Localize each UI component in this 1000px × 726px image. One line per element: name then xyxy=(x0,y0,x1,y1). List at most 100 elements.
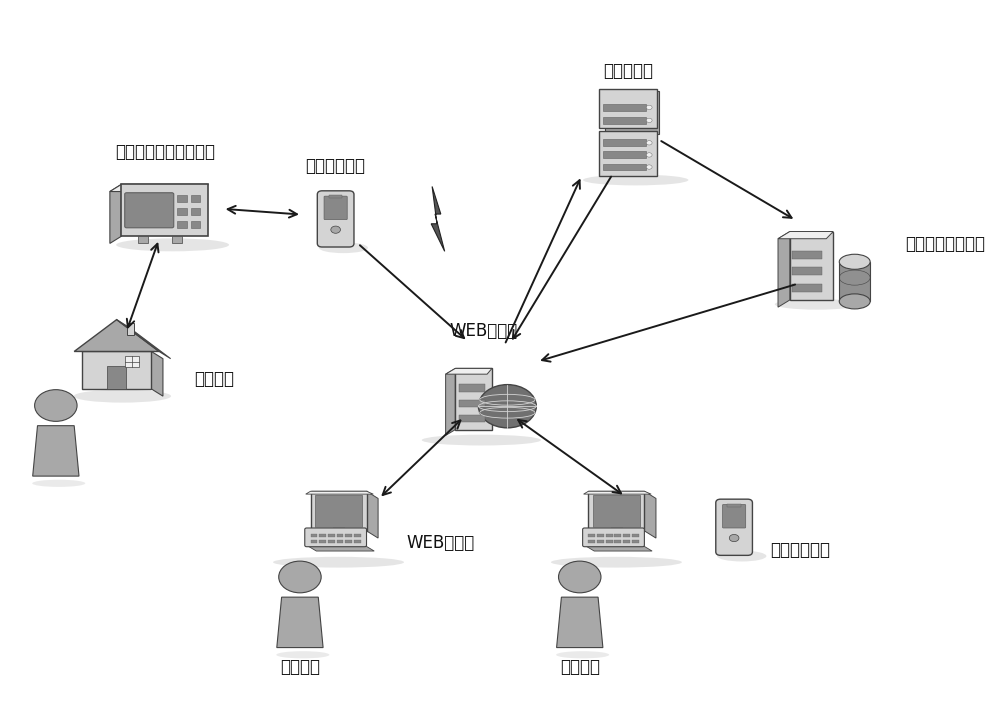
Polygon shape xyxy=(307,545,374,551)
Bar xyxy=(603,117,646,124)
Bar xyxy=(321,537,356,541)
Bar xyxy=(311,539,317,543)
Polygon shape xyxy=(277,597,323,648)
Bar xyxy=(611,526,622,539)
Bar xyxy=(614,534,621,537)
Bar xyxy=(328,539,335,543)
Bar xyxy=(597,539,604,543)
Bar xyxy=(319,534,326,537)
FancyBboxPatch shape xyxy=(588,492,644,531)
Bar xyxy=(177,221,187,229)
Circle shape xyxy=(646,141,652,145)
Bar xyxy=(177,195,187,203)
Ellipse shape xyxy=(583,175,688,185)
Bar xyxy=(107,367,126,389)
Bar xyxy=(191,195,200,203)
Polygon shape xyxy=(110,184,121,243)
Polygon shape xyxy=(446,368,455,436)
Bar xyxy=(345,534,352,537)
Bar xyxy=(632,539,639,543)
Bar xyxy=(588,539,595,543)
Bar xyxy=(614,539,621,543)
FancyBboxPatch shape xyxy=(790,232,833,300)
Bar xyxy=(172,236,182,243)
Circle shape xyxy=(729,534,739,542)
Text: 故障现场: 故障现场 xyxy=(194,370,234,388)
Polygon shape xyxy=(778,232,790,307)
Circle shape xyxy=(559,561,601,593)
Ellipse shape xyxy=(775,299,859,310)
Ellipse shape xyxy=(319,242,368,253)
Bar xyxy=(459,384,485,391)
Polygon shape xyxy=(584,492,651,494)
Ellipse shape xyxy=(839,294,870,309)
Bar xyxy=(328,534,335,537)
Ellipse shape xyxy=(32,480,85,487)
Text: 故障排查手持测试终端: 故障排查手持测试终端 xyxy=(115,143,215,161)
Bar xyxy=(792,267,822,275)
Bar xyxy=(623,534,630,537)
Polygon shape xyxy=(446,368,492,374)
Bar xyxy=(191,208,200,216)
Circle shape xyxy=(646,105,652,110)
Polygon shape xyxy=(644,492,656,538)
Bar xyxy=(333,526,344,539)
FancyBboxPatch shape xyxy=(593,495,640,527)
FancyBboxPatch shape xyxy=(455,368,492,430)
Circle shape xyxy=(646,165,652,169)
Ellipse shape xyxy=(556,651,609,658)
FancyBboxPatch shape xyxy=(723,505,746,528)
Bar xyxy=(839,262,870,301)
FancyBboxPatch shape xyxy=(599,89,657,128)
Ellipse shape xyxy=(717,551,766,561)
Polygon shape xyxy=(585,545,652,551)
Bar xyxy=(727,504,741,507)
Bar xyxy=(337,534,343,537)
Bar xyxy=(459,415,485,423)
FancyBboxPatch shape xyxy=(583,528,644,547)
Polygon shape xyxy=(306,492,373,494)
FancyBboxPatch shape xyxy=(305,528,367,547)
Polygon shape xyxy=(151,351,163,396)
FancyBboxPatch shape xyxy=(599,131,657,176)
Polygon shape xyxy=(110,184,208,192)
Polygon shape xyxy=(33,425,79,476)
Text: 运维人员: 运维人员 xyxy=(280,658,320,676)
Bar xyxy=(345,539,352,543)
Circle shape xyxy=(646,152,652,157)
Text: 第二移动终端: 第二移动终端 xyxy=(770,542,830,559)
Circle shape xyxy=(646,118,652,123)
Text: 在线专家: 在线专家 xyxy=(560,658,600,676)
Ellipse shape xyxy=(74,390,171,403)
Bar xyxy=(792,250,822,259)
Bar xyxy=(177,208,187,216)
Bar xyxy=(603,163,646,171)
Bar xyxy=(319,539,326,543)
FancyBboxPatch shape xyxy=(315,495,362,527)
FancyBboxPatch shape xyxy=(311,492,367,531)
Bar xyxy=(599,537,634,541)
Bar xyxy=(329,195,342,198)
FancyBboxPatch shape xyxy=(317,191,354,247)
Bar xyxy=(354,539,361,543)
Circle shape xyxy=(478,385,536,428)
FancyBboxPatch shape xyxy=(605,91,659,134)
Polygon shape xyxy=(367,492,378,538)
Circle shape xyxy=(279,561,321,593)
Bar xyxy=(311,534,317,537)
FancyBboxPatch shape xyxy=(125,192,174,228)
Bar xyxy=(138,236,148,243)
FancyBboxPatch shape xyxy=(716,499,752,555)
Bar xyxy=(603,104,646,111)
Polygon shape xyxy=(74,319,159,351)
Bar xyxy=(337,539,343,543)
Ellipse shape xyxy=(551,557,682,568)
Ellipse shape xyxy=(116,238,229,251)
FancyBboxPatch shape xyxy=(121,184,208,236)
Ellipse shape xyxy=(273,557,404,568)
Bar xyxy=(125,356,139,367)
Text: 云端数据库服务器: 云端数据库服务器 xyxy=(905,235,985,253)
Text: WEB服务器: WEB服务器 xyxy=(449,322,517,340)
Ellipse shape xyxy=(422,435,541,446)
FancyBboxPatch shape xyxy=(324,196,347,220)
